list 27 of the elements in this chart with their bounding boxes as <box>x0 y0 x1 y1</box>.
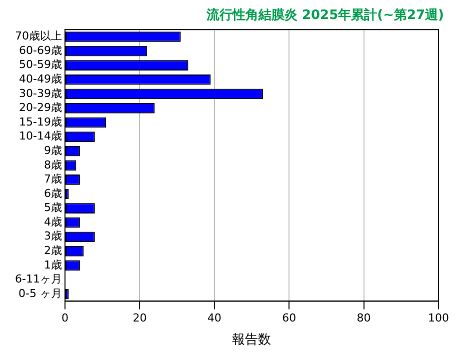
chart-title: 流行性角結膜炎 2025年累計(~第27週) <box>205 7 444 24</box>
x-axis-title: 報告数 <box>232 332 272 348</box>
y-tick-label: 40-49歳 <box>19 72 62 86</box>
x-tick-label: 20 <box>132 312 147 325</box>
x-tick-label: 0 <box>61 312 68 325</box>
x-tick-label: 80 <box>356 312 371 325</box>
y-tick-label: 6歳 <box>44 186 62 200</box>
x-tick-label: 100 <box>428 312 449 325</box>
y-tick-label: 3歳 <box>44 230 62 243</box>
y-tick-label: 5歳 <box>44 201 62 214</box>
y-tick-label: 60-69歳 <box>19 44 62 57</box>
y-tick-label: 15-19歳 <box>19 115 62 128</box>
y-tick-label: 7歳 <box>44 172 62 186</box>
y-tick-label: 0-5 ヶ月 <box>18 286 62 300</box>
y-tick-label: 70歳以上 <box>14 30 62 43</box>
y-tick-label: 20-29歳 <box>19 101 62 114</box>
x-tick-label: 60 <box>282 312 296 325</box>
y-tick-label: 50-59歳 <box>19 58 62 72</box>
y-tick-label: 6-11ヶ月 <box>15 272 62 286</box>
y-tick-label: 4歳 <box>44 215 62 228</box>
y-tick-label: 1歳 <box>44 258 62 272</box>
y-tick-label: 9歳 <box>44 144 62 157</box>
x-tick-label: 40 <box>207 312 222 325</box>
y-tick-label: 2歳 <box>44 244 62 258</box>
y-tick-label: 10-14歳 <box>19 130 62 143</box>
y-tick-label: 8歳 <box>44 158 62 172</box>
y-tick-label: 30-39歳 <box>19 86 62 100</box>
